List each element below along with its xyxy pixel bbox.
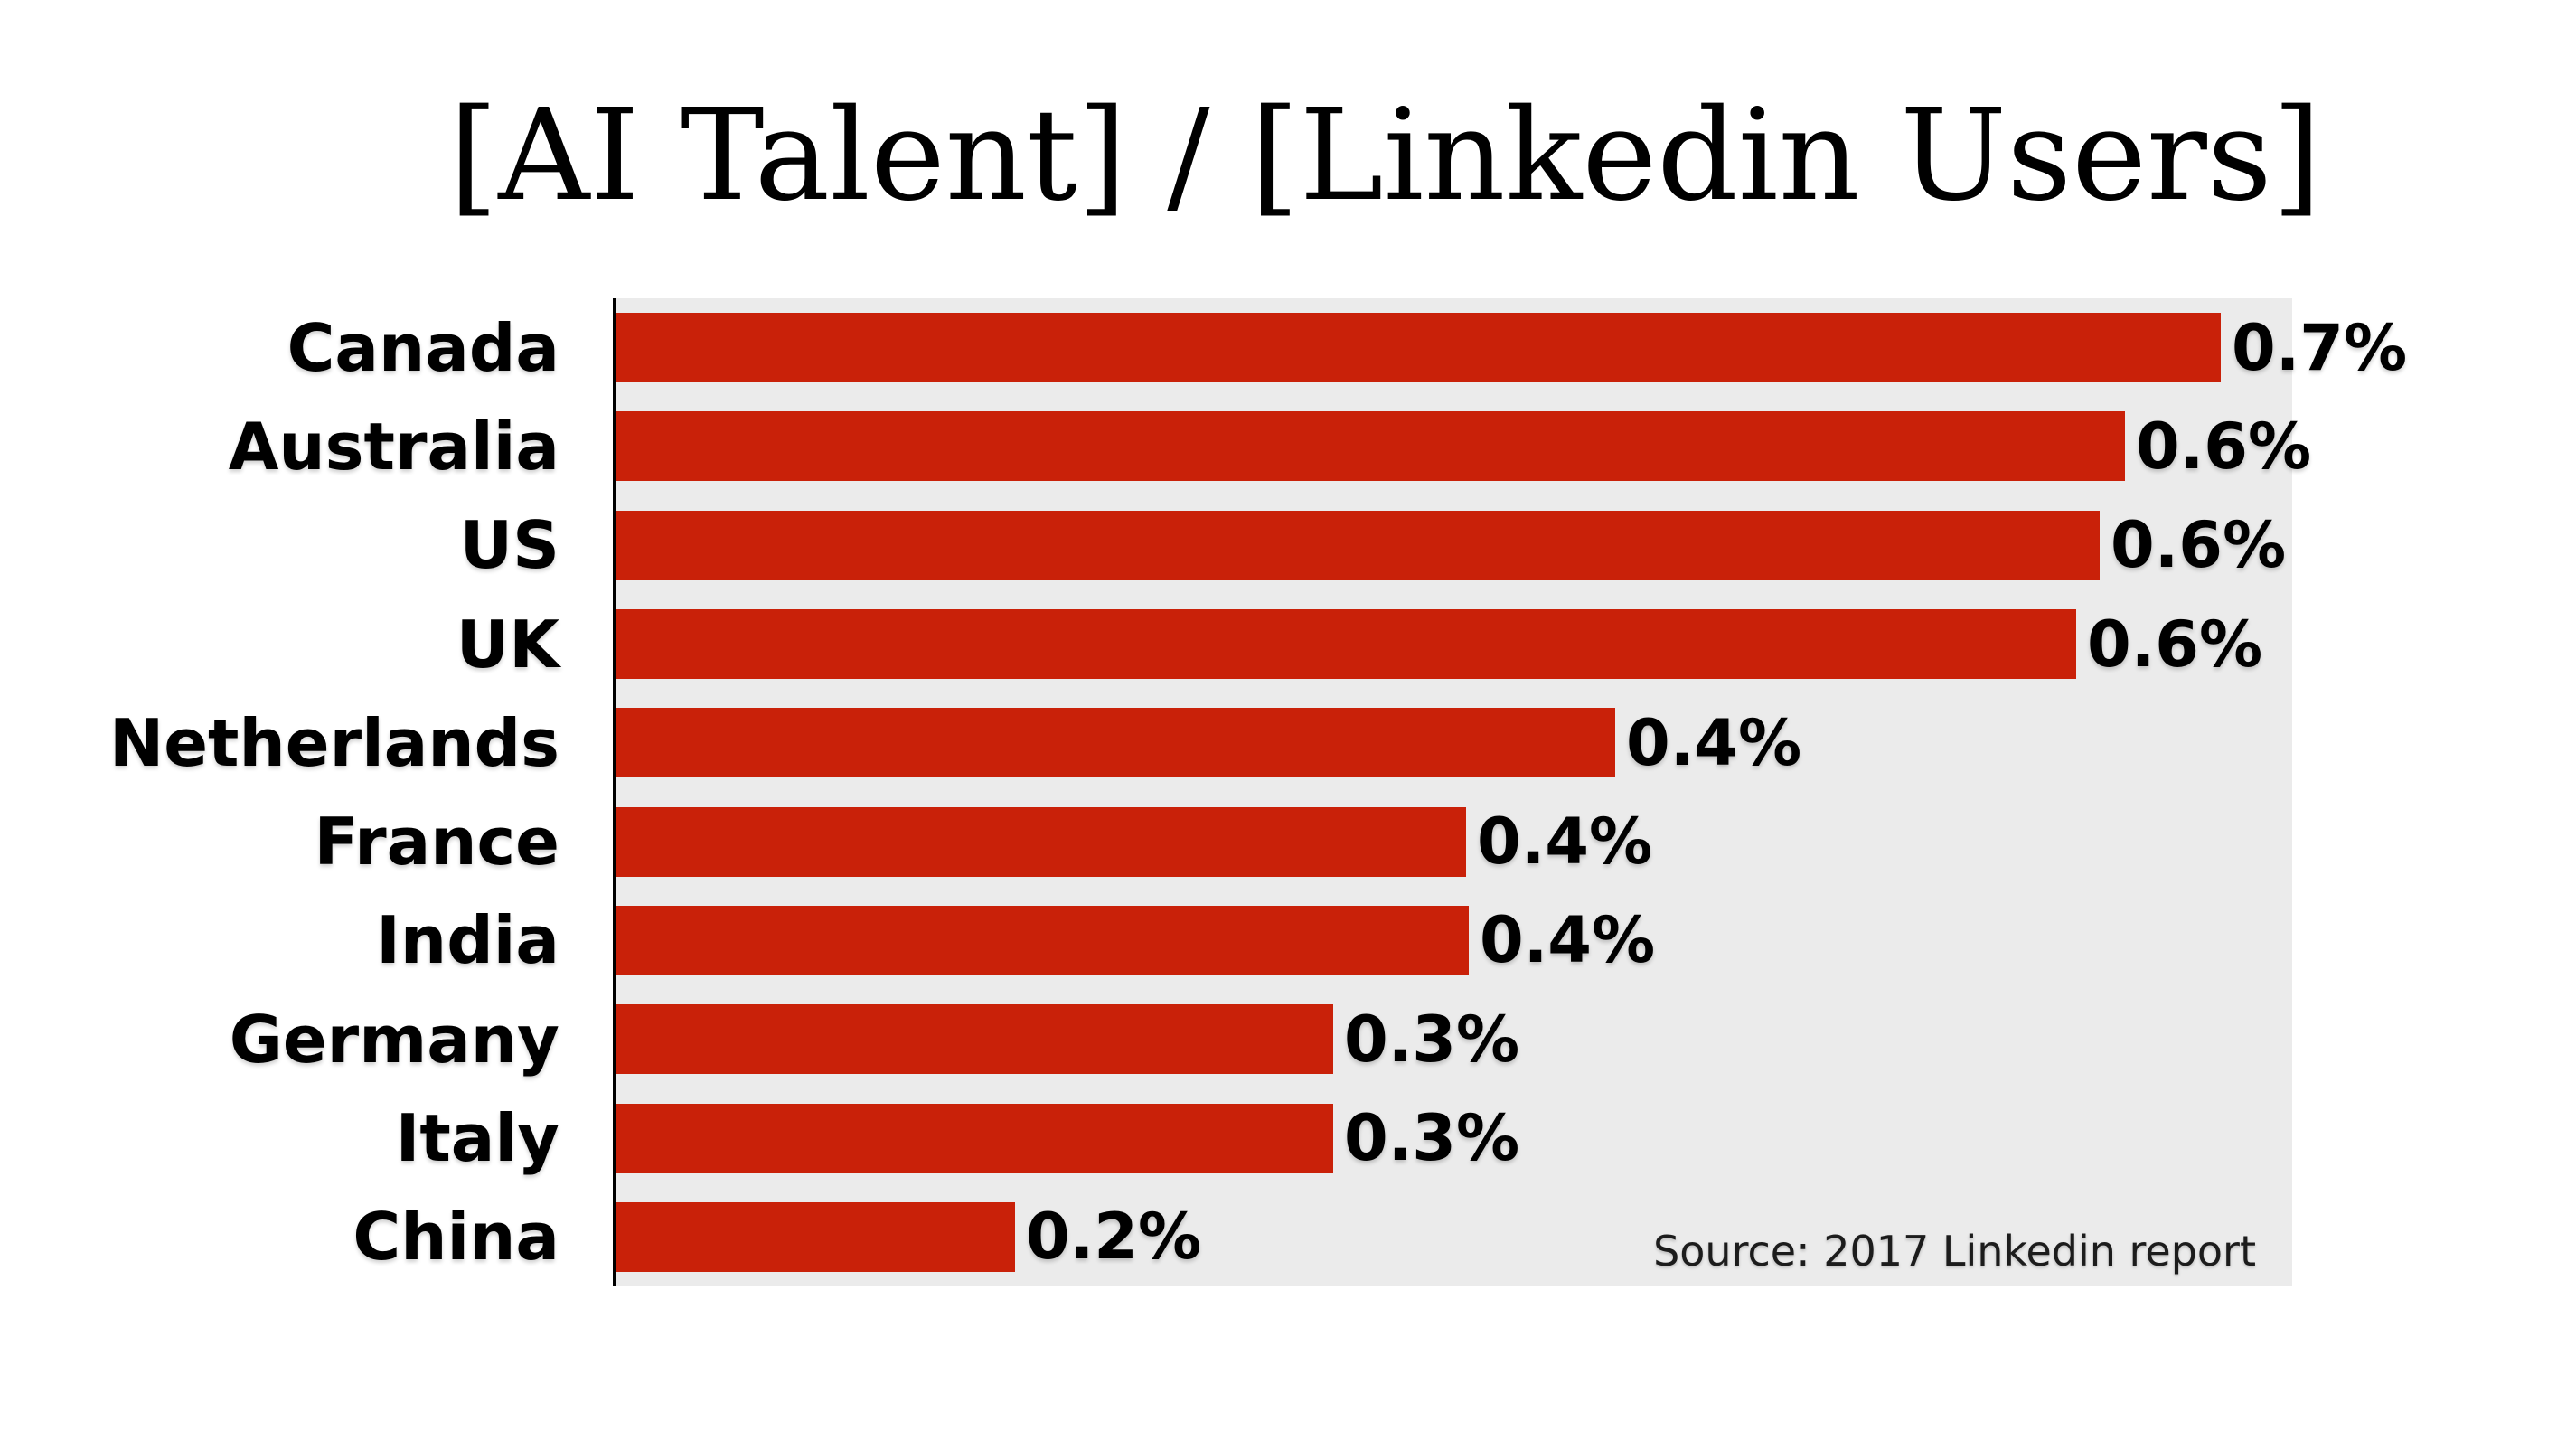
bar-china (616, 1201, 1015, 1272)
value-label-uk: 0.6% (2087, 607, 2263, 682)
chart-row: China 0.2% (0, 1188, 2576, 1286)
value-label-us: 0.6% (2111, 508, 2287, 583)
category-label-china: China (353, 1199, 559, 1276)
value-label-australia: 0.6% (2136, 409, 2312, 484)
chart-row: Canada 0.7% (0, 298, 2576, 397)
chart-row: Netherlands 0.4% (0, 693, 2576, 792)
category-label-uk: UK (456, 606, 559, 683)
bar-italy (616, 1103, 1333, 1173)
category-label-india: India (376, 902, 559, 979)
value-label-china: 0.2% (1026, 1200, 1202, 1275)
bar-india (616, 905, 1469, 975)
bar-germany (616, 1004, 1333, 1075)
value-label-france: 0.4% (1477, 805, 1653, 880)
bar-us (616, 510, 2100, 580)
chart-row: Australia 0.6% (0, 397, 2576, 495)
value-label-germany: 0.3% (1344, 1002, 1520, 1077)
chart-row: UK 0.6% (0, 595, 2576, 693)
category-label-us: US (459, 507, 559, 584)
chart-title: [AI Talent] / [Linkedin Users] (448, 82, 2322, 230)
value-label-india: 0.4% (1480, 903, 1656, 978)
category-label-australia: Australia (228, 408, 559, 485)
bar-chart: Canada 0.7% Australia 0.6% US 0.6% UK 0.6% Nethe… (0, 298, 2576, 1286)
chart-row: France 0.4% (0, 792, 2576, 890)
bar-canada (616, 313, 2221, 383)
bar-uk (616, 609, 2076, 680)
chart-row: Italy 0.3% (0, 1088, 2576, 1187)
category-label-france: France (314, 804, 559, 880)
category-label-germany: Germany (229, 1001, 559, 1078)
chart-row: US 0.6% (0, 496, 2576, 595)
bar-france (616, 806, 1466, 877)
category-label-netherlands: Netherlands (108, 704, 559, 781)
value-label-netherlands: 0.4% (1626, 705, 1802, 780)
chart-row: India 0.4% (0, 891, 2576, 990)
bar-australia (616, 411, 2125, 482)
category-label-canada: Canada (287, 309, 559, 386)
value-label-canada: 0.7% (2232, 310, 2408, 385)
bar-netherlands (616, 708, 1615, 778)
value-label-italy: 0.3% (1344, 1101, 1520, 1176)
source-note: Source: 2017 Linkedin report (1653, 1227, 2256, 1276)
chart-row: Germany 0.3% (0, 990, 2576, 1088)
category-label-italy: Italy (395, 1100, 559, 1177)
